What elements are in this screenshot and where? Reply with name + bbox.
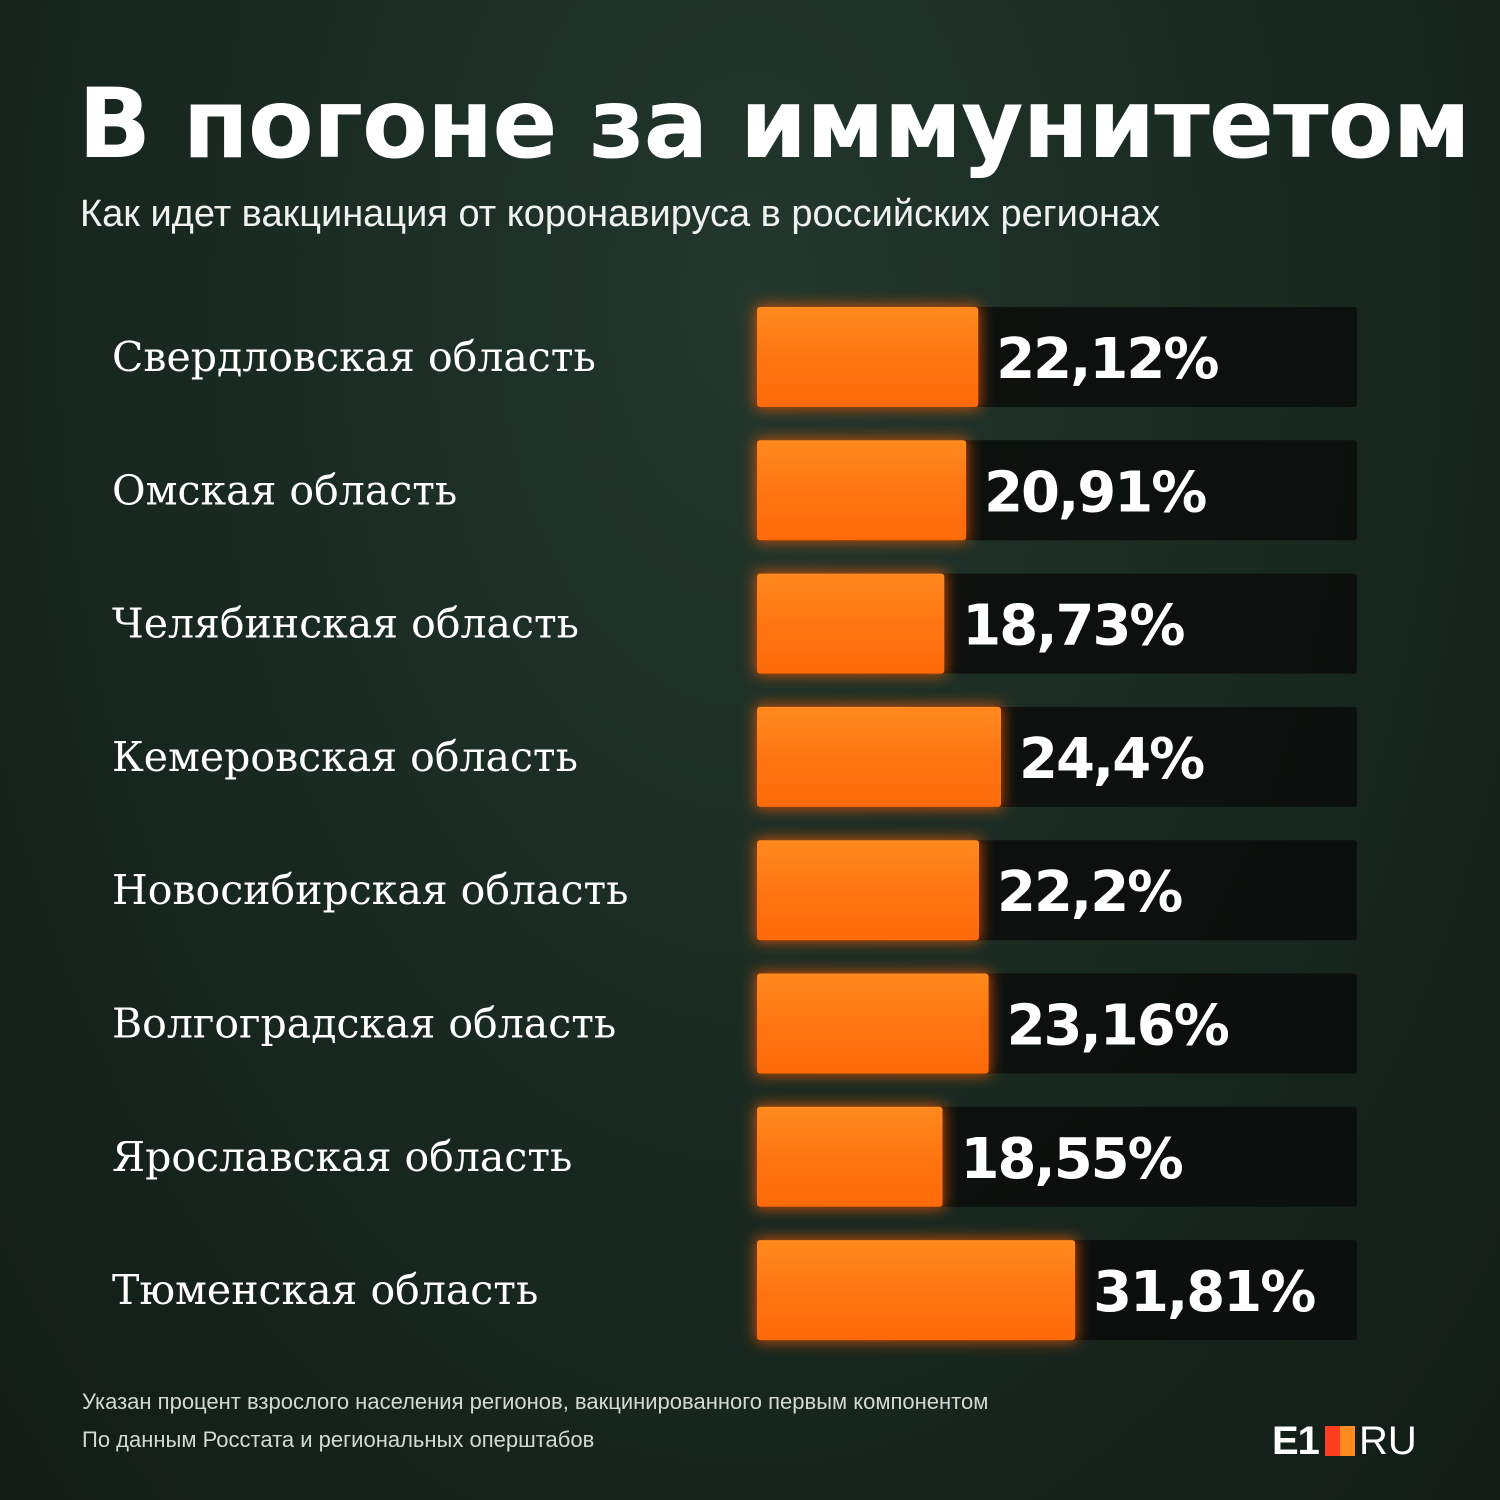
- logo-e1-text: E1: [1272, 1418, 1320, 1463]
- category-label: Челябинская область: [112, 600, 579, 648]
- bar: [757, 1240, 1076, 1341]
- logo-ru-text: RU: [1358, 1418, 1417, 1463]
- bar: [757, 706, 1001, 807]
- category-label: Омская область: [112, 466, 457, 514]
- bar: [757, 973, 989, 1074]
- bar-chart: Свердловская область 22,12% Омская область…: [112, 305, 1357, 1343]
- logo-square-icon: [1324, 1426, 1355, 1456]
- footnote-note: Указан процент взрослого населения регио…: [82, 1389, 989, 1414]
- category-label: Новосибирская область: [112, 866, 629, 914]
- category-label: Свердловская область: [112, 333, 596, 381]
- value-label: 20,91%: [984, 460, 1206, 525]
- value-label: 23,16%: [1007, 994, 1229, 1059]
- category-label: Тюменская область: [112, 1266, 538, 1314]
- value-label: 24,4%: [1019, 727, 1204, 792]
- value-label: 18,73%: [962, 594, 1184, 659]
- value-label: 22,2%: [997, 860, 1182, 925]
- bar: [757, 440, 967, 541]
- value-label: 18,55%: [961, 1127, 1183, 1192]
- category-label: Волгоградская область: [112, 1000, 616, 1048]
- bar: [757, 573, 945, 674]
- bar: [757, 840, 979, 941]
- value-label: 31,81%: [1093, 1260, 1315, 1325]
- category-label: Ярославская область: [112, 1133, 572, 1181]
- value-label: 22,12%: [996, 327, 1218, 392]
- chart-subtitle: Как идет вакцинация от коронавируса в ро…: [80, 193, 1161, 235]
- category-label: Кемеровская область: [112, 733, 578, 781]
- bar: [757, 1106, 943, 1207]
- bar: [757, 307, 979, 407]
- chart-title: В погоне за иммунитетом: [78, 68, 1471, 180]
- e1-logo: E1 RU: [1272, 1416, 1417, 1466]
- footnote-source: По данным Росстата и региональных опершт…: [82, 1427, 595, 1452]
